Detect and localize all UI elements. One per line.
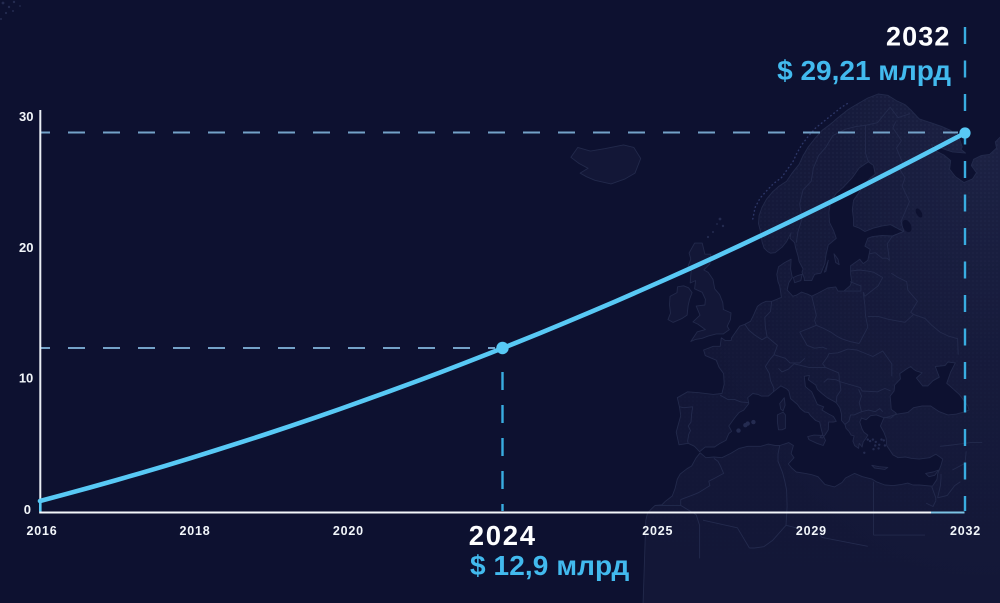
svg-text:2032: 2032 [886, 21, 950, 51]
svg-text:$ 12,9 млрд: $ 12,9 млрд [470, 550, 630, 581]
svg-text:30: 30 [19, 109, 33, 124]
svg-text:10: 10 [19, 371, 33, 386]
svg-text:2032: 2032 [950, 524, 981, 538]
svg-text:2016: 2016 [26, 524, 57, 538]
svg-text:2024: 2024 [469, 520, 537, 551]
svg-text:2020: 2020 [333, 524, 364, 538]
svg-text:2025: 2025 [642, 524, 673, 538]
svg-text:2018: 2018 [179, 524, 210, 538]
svg-text:2029: 2029 [796, 524, 827, 538]
svg-text:20: 20 [19, 240, 33, 255]
svg-text:0: 0 [24, 502, 31, 517]
svg-text:$ 29,21 млрд: $ 29,21 млрд [777, 55, 951, 86]
